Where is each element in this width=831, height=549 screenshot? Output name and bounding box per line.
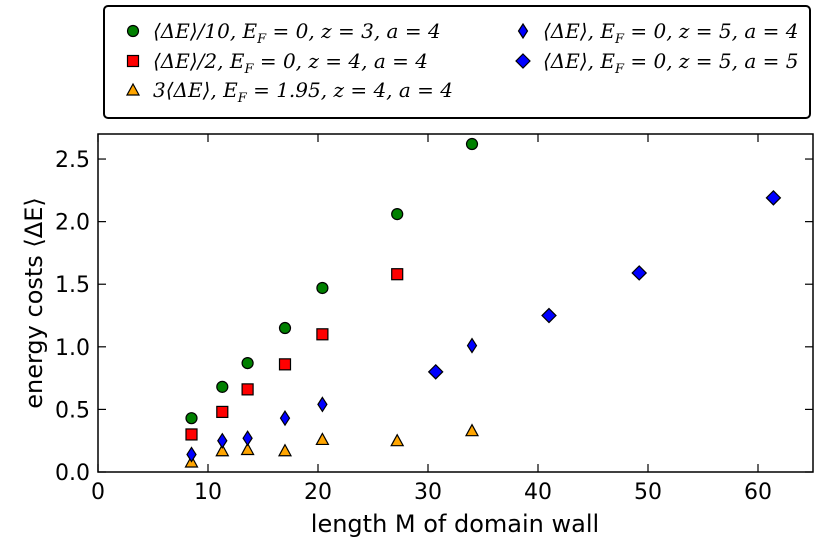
- legend-label-2: 3⟨ΔE⟩, EF = 1.95, z = 4, a = 4: [153, 78, 453, 106]
- data-point: [464, 423, 480, 437]
- x-tick-label: 30: [414, 480, 442, 505]
- data-point: [277, 443, 293, 457]
- data-point: [315, 432, 330, 446]
- data-point: [391, 208, 404, 221]
- x-tick-label: 10: [194, 480, 222, 505]
- data-point: [241, 356, 254, 370]
- data-point: [466, 337, 478, 354]
- data-points: [184, 137, 782, 468]
- legend-label-0: ⟨ΔE⟩/10, EF = 0, z = 3, a = 4: [153, 19, 441, 47]
- y-tick-label: 2.5: [55, 148, 90, 173]
- plot-area: [97, 133, 814, 473]
- data-point: [541, 307, 557, 324]
- legend-marker-3: [517, 22, 529, 40]
- y-tick-label: 2.0: [55, 211, 90, 236]
- legend-box: [103, 5, 811, 119]
- x-tick-label: 60: [744, 480, 772, 505]
- series-1: [185, 268, 404, 441]
- data-point: [316, 328, 329, 341]
- y-axis-label: energy costs ⟨ΔE⟩: [20, 197, 48, 409]
- legend: ⟨ΔE⟩/10, EF = 0, z = 3, a = 4⟨ΔE⟩/2, EF …: [103, 5, 811, 119]
- data-point: [241, 383, 254, 396]
- data-point: [765, 189, 782, 206]
- data-point: [465, 137, 479, 151]
- data-point: [216, 380, 229, 393]
- series-3: [186, 337, 478, 463]
- axes: 0 10 20 30 40 50 60 0.0 0.5 1.0 1.5 2.0 2.5: [55, 134, 813, 505]
- legend-label-4: ⟨ΔE⟩, EF = 0, z = 5, a = 5: [543, 49, 798, 77]
- y-tick-label: 1.0: [55, 336, 90, 361]
- data-point: [278, 358, 292, 371]
- data-point: [427, 364, 444, 380]
- legend-marker-4: [515, 53, 531, 69]
- data-point: [216, 405, 229, 419]
- data-point: [279, 410, 291, 427]
- x-tick-label: 40: [524, 480, 552, 505]
- data-point: [317, 396, 328, 413]
- legend-marker-0: [126, 24, 140, 38]
- data-point: [185, 412, 198, 425]
- data-point: [215, 443, 230, 457]
- x-axis-label: length M of domain wall: [311, 510, 599, 538]
- x-tick-label: 0: [91, 480, 105, 505]
- series-4: [427, 189, 782, 380]
- data-point: [391, 268, 404, 281]
- x-tick-label: 50: [634, 480, 662, 505]
- legend-marker-2: [125, 82, 141, 96]
- legend-label-1: ⟨ΔE⟩/2, EF = 0, z = 4, a = 4: [153, 49, 428, 77]
- data-point: [217, 432, 228, 449]
- data-point: [242, 430, 253, 447]
- data-point: [186, 446, 197, 463]
- y-tick-label: 0.5: [55, 398, 90, 423]
- data-point: [240, 442, 255, 456]
- data-point: [316, 281, 329, 295]
- legend-label-3: ⟨ΔE⟩, EF = 0, z = 5, a = 4: [543, 19, 798, 47]
- y-tick-label: 0.0: [55, 461, 90, 486]
- data-point: [278, 321, 292, 335]
- legend-marker-1: [126, 54, 140, 68]
- data-point: [390, 433, 405, 447]
- y-tick-label: 1.5: [55, 273, 90, 298]
- x-tick-label: 20: [304, 480, 332, 505]
- series-0: [185, 137, 479, 425]
- plot-frame: [97, 133, 814, 473]
- data-point: [631, 265, 648, 281]
- data-point: [185, 428, 198, 441]
